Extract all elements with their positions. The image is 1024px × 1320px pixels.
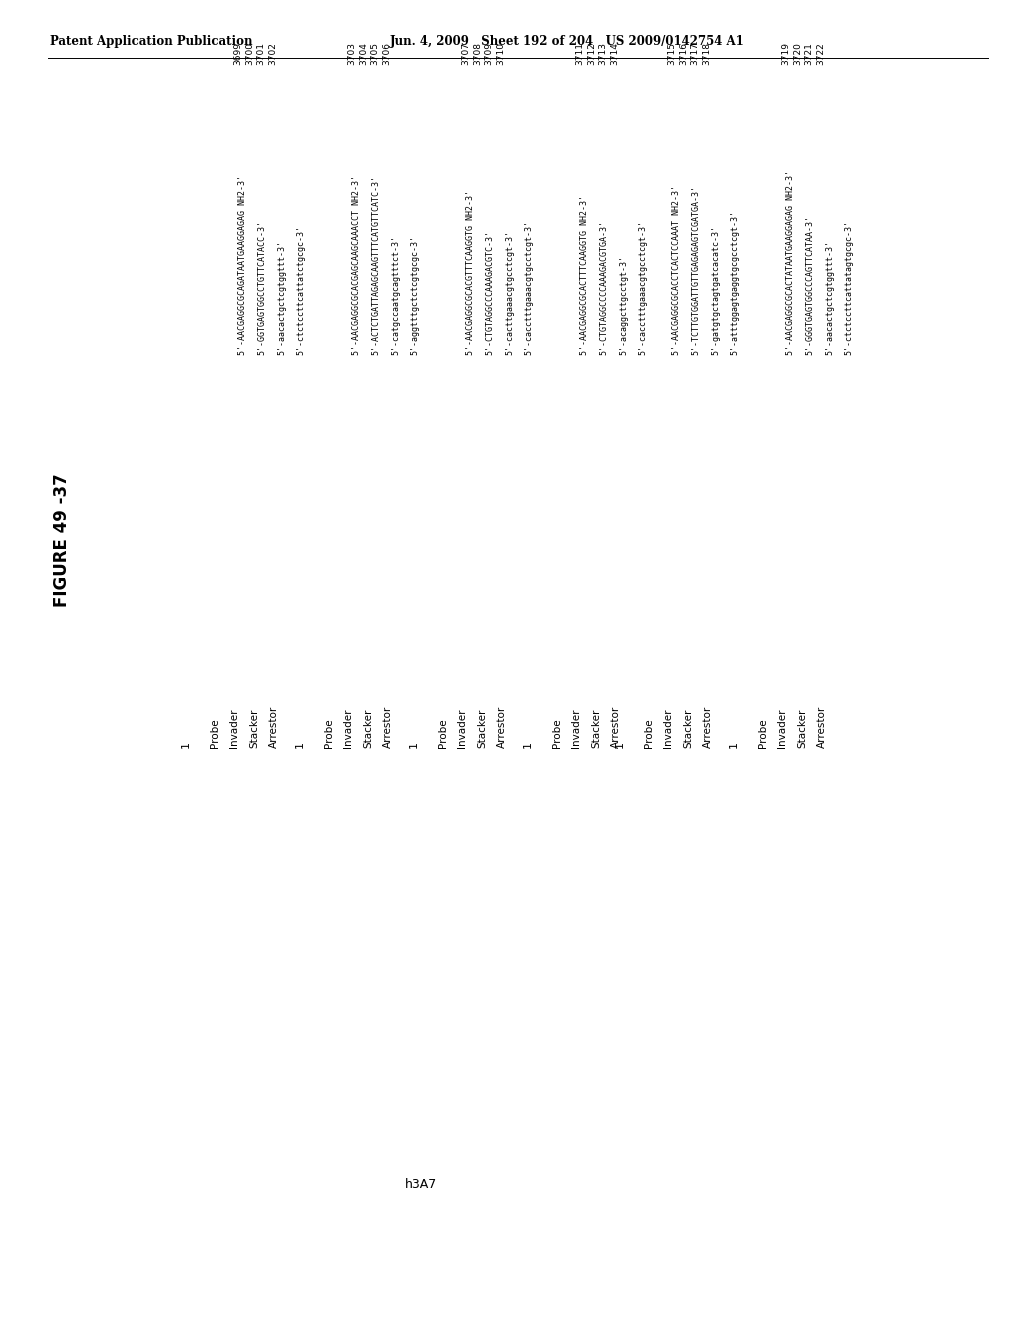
Text: 5'-aacactgctcgtggttt-3': 5'-aacactgctcgtggttt-3' [825,240,834,355]
Text: 3706: 3706 [382,42,391,65]
Text: 5'-ctctccttcattatctgcgc-3': 5'-ctctccttcattatctgcgc-3' [297,224,305,355]
Text: 5'-acaggcttgcctgt-3': 5'-acaggcttgcctgt-3' [618,255,628,355]
Text: 3721: 3721 [805,42,813,65]
Text: 5'-gatgtgctagtgatcacatc-3': 5'-gatgtgctagtgatcacatc-3' [711,224,720,355]
Text: 3714: 3714 [610,42,618,65]
Text: Probe: Probe [552,718,562,748]
Text: Arrestor: Arrestor [816,706,826,748]
Text: 3707: 3707 [462,42,470,65]
Text: 3712: 3712 [587,42,596,65]
Text: 3702: 3702 [268,42,278,65]
Text: Arrestor: Arrestor [610,706,621,748]
Text: 5'-ctctccttcattatagtgcgc-3': 5'-ctctccttcattatagtgcgc-3' [845,220,853,355]
Text: 5'-GGTGAGTGGCCTGTTCATACC-3': 5'-GGTGAGTGGCCTGTTCATACC-3' [257,220,266,355]
Text: 5'-AACGAGGCGCACCTCACTCCAAAT NH2-3': 5'-AACGAGGCGCACCTCACTCCAAAT NH2-3' [672,185,681,355]
Text: 5'-CTGTAGGCCCAAAGACGTC-3': 5'-CTGTAGGCCCAAAGACGTC-3' [485,230,495,355]
Text: 5'-CTGTAGGCCCCAAAGACGTGA-3': 5'-CTGTAGGCCCCAAAGACGTGA-3' [599,220,608,355]
Text: 5'-cacctttgaaacgtgcctcgt-3': 5'-cacctttgaaacgtgcctcgt-3' [524,220,534,355]
Text: 3717: 3717 [690,42,699,65]
Text: 5'-TCTTGTGGATTGTTGAGAGAGTCGATGA-3': 5'-TCTTGTGGATTGTTGAGAGAGTCGATGA-3' [691,185,700,355]
Text: Arrestor: Arrestor [268,706,279,748]
Text: Invader: Invader [343,709,353,748]
Text: 5'-cacttgaaacgtgcctcgt-3': 5'-cacttgaaacgtgcctcgt-3' [505,230,514,355]
Text: 1: 1 [523,741,534,748]
Text: 3708: 3708 [473,42,482,65]
Text: 5'-AACGAGGCGCACTATAATGAAGGAGAG NH2-3': 5'-AACGAGGCGCACTATAATGAAGGAGAG NH2-3' [786,170,795,355]
Text: 5'-aggtttgctctcgtgcgc-3': 5'-aggtttgctctcgtgcgc-3' [411,235,420,355]
Text: 1: 1 [295,741,305,748]
Text: 3718: 3718 [702,42,711,65]
Text: Invader: Invader [571,709,582,748]
Text: 3716: 3716 [679,42,688,65]
Text: 3703: 3703 [347,42,356,65]
Text: 3701: 3701 [256,42,265,65]
Text: Patent Application Publication: Patent Application Publication [50,36,253,48]
Text: 5'-aacactgctcgtggttt-3': 5'-aacactgctcgtggttt-3' [278,240,286,355]
Text: Probe: Probe [758,718,768,748]
Text: Arrestor: Arrestor [702,706,713,748]
Text: h3A7: h3A7 [406,1177,437,1191]
Text: Stacker: Stacker [249,709,259,748]
Text: Invader: Invader [777,709,787,748]
Text: Arrestor: Arrestor [497,706,507,748]
Text: 3722: 3722 [816,42,825,65]
Text: 3713: 3713 [598,42,607,65]
Text: Stacker: Stacker [683,709,693,748]
Text: 5'-catgccaatgcagtttct-3': 5'-catgccaatgcagtttct-3' [391,235,400,355]
Text: 5'-GGGTGAGTGGCCCAGTTCATAA-3': 5'-GGGTGAGTGGCCCAGTTCATAA-3' [806,215,814,355]
Text: 3710: 3710 [496,42,505,65]
Text: FIGURE 49 -37: FIGURE 49 -37 [53,473,71,607]
Text: 5'-ACTCTGATTAGAGCAAGTTTCATGTTCATC-3': 5'-ACTCTGATTAGAGCAAGTTTCATGTTCATC-3' [372,176,381,355]
Text: Stacker: Stacker [591,709,601,748]
Text: Probe: Probe [644,718,654,748]
Text: 5'-cacctttgaaacgtgcctcgt-3': 5'-cacctttgaaacgtgcctcgt-3' [639,220,647,355]
Text: Arrestor: Arrestor [383,706,392,748]
Text: 3715: 3715 [668,42,677,65]
Text: 5'-AACGAGGCGCACGAGCAAGCAAACCT NH2-3': 5'-AACGAGGCGCACGAGCAAGCAAACCT NH2-3' [352,176,361,355]
Text: 5'-AACGAGGCGCACTTTCAAGGTG NH2-3': 5'-AACGAGGCGCACTTTCAAGGTG NH2-3' [580,195,589,355]
Text: 3700: 3700 [245,42,254,65]
Text: 3704: 3704 [359,42,368,65]
Text: 1: 1 [615,741,625,748]
Text: 3719: 3719 [781,42,791,65]
Text: 3705: 3705 [371,42,380,65]
Text: 5'-atttggagtgaggtgcgcctcgt-3': 5'-atttggagtgaggtgcgcctcgt-3' [730,210,739,355]
Text: 1: 1 [409,741,419,748]
Text: 3709: 3709 [484,42,494,65]
Text: Stacker: Stacker [797,709,807,748]
Text: Probe: Probe [438,718,449,748]
Text: 1: 1 [181,741,191,748]
Text: 1: 1 [729,741,739,748]
Text: 5'-AACGAGGCGCAGATAATGAAGGAGAG NH2-3': 5'-AACGAGGCGCAGATAATGAAGGAGAG NH2-3' [238,176,247,355]
Text: 3720: 3720 [793,42,802,65]
Text: Stacker: Stacker [362,709,373,748]
Text: 5'-AACGAGGCGCACGTTTCAAGGTG NH2-3': 5'-AACGAGGCGCACGTTTCAAGGTG NH2-3' [466,190,475,355]
Text: Stacker: Stacker [477,709,487,748]
Text: 3699: 3699 [233,42,243,65]
Text: Jun. 4, 2009   Sheet 192 of 204   US 2009/0142754 A1: Jun. 4, 2009 Sheet 192 of 204 US 2009/01… [390,36,744,48]
Text: Probe: Probe [324,718,334,748]
Text: Invader: Invader [664,709,674,748]
Text: Invader: Invader [229,709,240,748]
Text: 3711: 3711 [575,42,585,65]
Text: Probe: Probe [210,718,220,748]
Text: Invader: Invader [458,709,468,748]
